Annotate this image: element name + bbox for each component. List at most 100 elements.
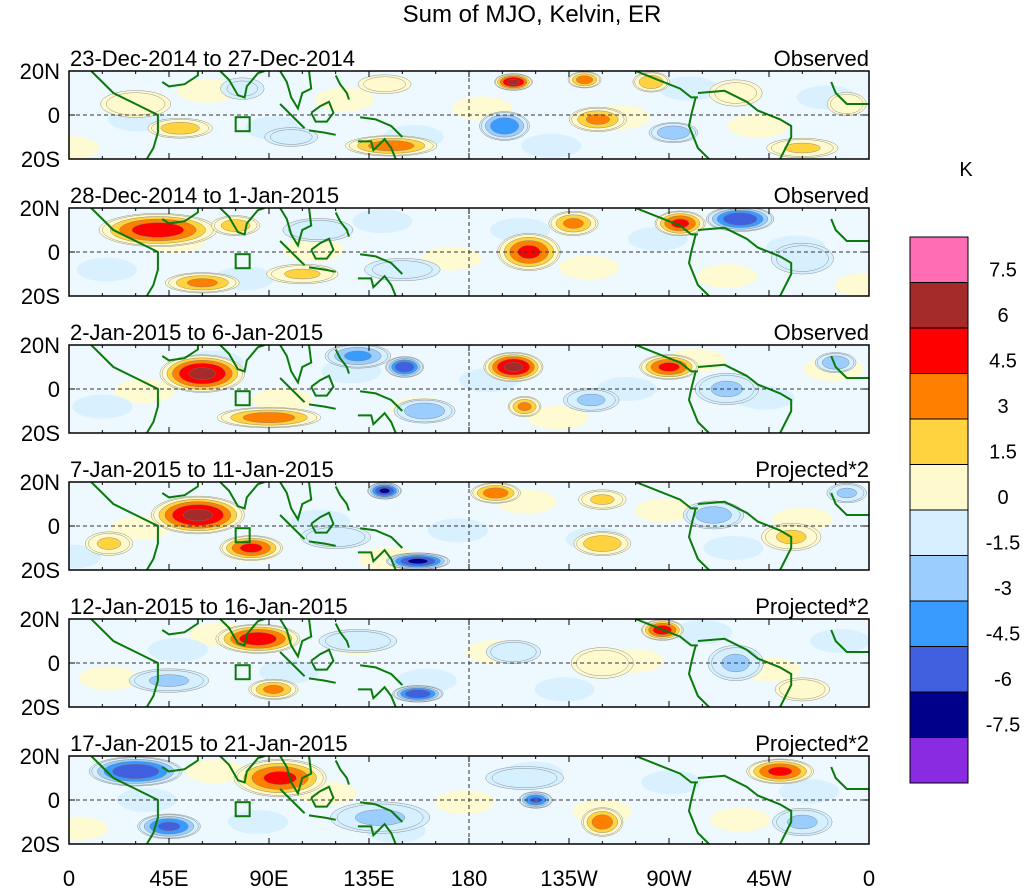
contour-blob xyxy=(363,76,406,92)
contour-blob xyxy=(404,402,445,420)
coastline xyxy=(90,71,159,159)
contour-field xyxy=(76,208,869,296)
contour-background-blob xyxy=(703,536,764,560)
contour-blob xyxy=(657,125,690,140)
panel-2: 20N 0 20S 28-Dec-2014 to 1-Jan-2015 Observed xyxy=(20,183,870,309)
panel-date-range: 7-Jan-2015 to 11-Jan-2015 xyxy=(70,457,334,482)
coastline xyxy=(308,266,336,273)
coastline xyxy=(687,782,710,844)
y-tick-label: 20N xyxy=(20,59,60,84)
coastline xyxy=(310,511,335,534)
contour-field xyxy=(69,482,869,570)
coastline xyxy=(830,355,869,379)
coastline xyxy=(687,371,710,433)
coastline xyxy=(161,619,199,636)
coastline xyxy=(279,482,313,522)
contour-blob xyxy=(563,218,584,229)
coastline xyxy=(310,785,335,808)
coastline xyxy=(90,208,159,296)
coastline xyxy=(310,374,335,397)
colorbar-label: -3 xyxy=(994,578,1012,600)
coastline xyxy=(308,129,336,136)
y-tick-label: 20N xyxy=(20,607,60,632)
contour-blob xyxy=(344,350,372,362)
colorbar-swatch xyxy=(909,373,969,420)
y-tick-label: 20N xyxy=(20,744,60,769)
y-tick-label: 0 xyxy=(48,103,60,128)
coastline xyxy=(635,208,698,236)
y-tick-label: 20S xyxy=(21,558,60,583)
panel-kind: Projected*2 xyxy=(755,594,869,619)
contour-blob xyxy=(188,367,216,380)
y-tick-label: 20S xyxy=(21,284,60,309)
contour-blob xyxy=(263,685,284,694)
contour-blob xyxy=(483,487,509,499)
colorbar-swatch xyxy=(909,282,969,329)
y-tick-label: 20S xyxy=(21,147,60,172)
coastline xyxy=(279,103,306,129)
contour-blob xyxy=(378,487,391,494)
colorbar-swatch xyxy=(909,600,969,647)
contour-blob xyxy=(503,362,524,372)
coastline xyxy=(219,482,265,510)
contour-field xyxy=(69,756,869,844)
contour-blob xyxy=(577,393,606,407)
colorbar-swatch xyxy=(909,691,969,738)
contour-blob xyxy=(221,219,251,232)
contour-blob xyxy=(517,245,541,259)
contour-background-blob xyxy=(710,807,771,832)
contour-background-blob xyxy=(69,816,108,841)
contour-blob xyxy=(284,268,321,280)
chart-title: Sum of MJO, Kelvin, ER xyxy=(403,1,662,28)
colorbar-swatch xyxy=(909,509,969,556)
coastline xyxy=(90,345,159,433)
coastline xyxy=(308,403,336,410)
coastline xyxy=(359,664,404,686)
coastline xyxy=(219,71,265,99)
contour-background-blob xyxy=(559,255,619,280)
coastline xyxy=(635,756,698,784)
region-box xyxy=(234,253,251,270)
contour-background-blob xyxy=(641,770,702,795)
coastline xyxy=(357,411,397,433)
region-box xyxy=(234,527,251,544)
region-box xyxy=(234,664,251,681)
contour-blob xyxy=(517,402,532,411)
y-tick-label: 0 xyxy=(48,377,60,402)
coastline xyxy=(279,756,313,796)
x-tick-label: 135W xyxy=(540,866,598,889)
coastline xyxy=(687,97,710,159)
colorbar-swatch xyxy=(909,327,969,374)
contour-blob xyxy=(325,631,391,651)
colorbar-swatch xyxy=(909,464,969,511)
coastline xyxy=(359,253,404,275)
contour-blob xyxy=(723,212,758,226)
x-tick-label: 90W xyxy=(646,866,691,889)
contour-background-blob xyxy=(634,498,695,523)
panel-date-range: 12-Jan-2015 to 16-Jan-2015 xyxy=(70,594,348,619)
coastline xyxy=(219,345,265,373)
coastline xyxy=(219,208,265,236)
colorbar-swatch xyxy=(909,236,969,283)
contour-blob xyxy=(112,763,160,779)
x-tick-label: 0 xyxy=(63,866,75,889)
colorbar-label: 6 xyxy=(997,305,1008,327)
coastline xyxy=(310,100,335,123)
y-tick-label: 20S xyxy=(21,421,60,446)
panel-date-range: 23-Dec-2014 to 27-Dec-2014 xyxy=(70,46,355,71)
coastline xyxy=(334,485,350,511)
coastline xyxy=(219,756,265,784)
coastline xyxy=(357,822,397,844)
coastline xyxy=(279,345,313,385)
contour-background-blob xyxy=(521,133,582,158)
contour-blob xyxy=(160,122,200,135)
contour-background-blob xyxy=(672,620,733,645)
coastline xyxy=(687,508,710,570)
panel-kind: Observed xyxy=(774,320,869,345)
region-box xyxy=(234,801,251,818)
coastline xyxy=(219,619,265,647)
contour-blob xyxy=(157,821,181,832)
panel-date-range: 17-Jan-2015 to 21-Jan-2015 xyxy=(70,731,348,756)
contour-background-blob xyxy=(696,264,757,289)
